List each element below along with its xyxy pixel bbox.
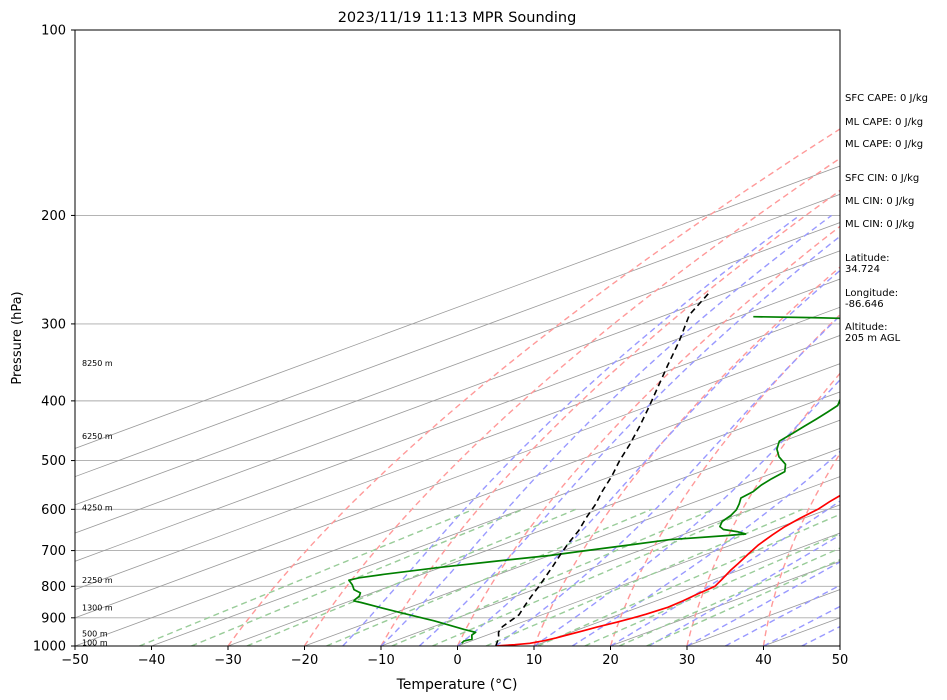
series-lines (348, 293, 840, 646)
sfc-cape-text: SFC CAPE: 0 J/kg (845, 93, 928, 104)
mixing-ratio-line (326, 508, 652, 646)
isotherm--50 (75, 363, 840, 646)
isotherm--60 (75, 335, 840, 619)
moist-adiabat (571, 450, 840, 646)
x-tick-label: −50 (61, 653, 88, 668)
mixing-ratio-line (584, 532, 840, 646)
dry-adiabat (609, 313, 840, 646)
mixing-ratio-line (246, 508, 577, 646)
y-tick-label: 100 (41, 24, 66, 39)
temperature-line (495, 494, 840, 646)
y-axis-ticks: 100 200 300 400 500 600 700 800 900 1000 (33, 24, 75, 655)
stats-panel: SFC CAPE: 0 J/kg ML CAPE: 0 J/kg ML CAPE… (845, 0, 945, 700)
y-tick-label: 800 (41, 580, 66, 595)
mixing-ratio-line (191, 508, 524, 646)
y-tick-label: 600 (41, 503, 66, 518)
height-label: 100 m (82, 638, 108, 647)
x-tick-label: 30 (679, 653, 696, 668)
dry-adiabat (762, 452, 840, 646)
x-tick-label: −10 (367, 653, 394, 668)
x-tick-label: 50 (832, 653, 849, 668)
mixing-ratio-line (537, 513, 840, 646)
moist-adiabat (610, 500, 840, 646)
isotherm--90 (75, 250, 840, 534)
mixing-ratio-line (646, 558, 840, 646)
altitude-text: Altitude: 205 m AGL (845, 322, 901, 344)
x-tick-label: 40 (755, 653, 772, 668)
background-lines (75, 30, 840, 646)
sfc-cin-text: SFC CIN: 0 J/kg (845, 173, 920, 184)
isotherm--100 (75, 222, 840, 506)
plot-background (75, 30, 840, 646)
moist-adiabat (380, 214, 833, 646)
x-axis-label: Temperature (°C) (396, 677, 518, 693)
height-label: 500 m (82, 630, 108, 639)
y-tick-label: 400 (41, 394, 66, 409)
ml-cin-text-2: ML CIN: 0 J/kg (845, 219, 915, 230)
y-tick-label: 300 (41, 317, 66, 332)
longitude-text: Longitude: -86.646 (845, 288, 899, 310)
isotherm--30 (227, 419, 840, 646)
height-label: 1300 m (82, 604, 113, 613)
y-tick-label: 500 (41, 454, 66, 469)
x-tick-label: 0 (453, 653, 461, 668)
isotherm--110 (75, 193, 840, 478)
height-label: 4250 m (82, 504, 113, 513)
mixing-ratio-line (619, 547, 840, 646)
dry-adiabat (533, 266, 840, 646)
dry-adiabat (303, 157, 840, 646)
x-tick-label: 20 (602, 653, 619, 668)
isotherm--10 (380, 476, 840, 646)
y-tick-label: 700 (41, 544, 66, 559)
y-tick-label: 900 (41, 611, 66, 626)
x-axis-ticks: −50 −40 −30 −20 −10 0 10 20 30 40 50 (61, 646, 848, 668)
parcel-line (495, 293, 709, 646)
x-tick-label: −30 (214, 653, 241, 668)
ml-cape-text-2: ML CAPE: 0 J/kg (845, 139, 924, 150)
x-tick-label: −40 (138, 653, 165, 668)
dry-adiabat (227, 128, 840, 646)
moist-adiabat (763, 605, 840, 646)
isotherm--20 (304, 447, 840, 646)
mixing-ratio-line (432, 508, 753, 646)
moist-adiabat (724, 584, 840, 646)
dry-adiabat (456, 225, 840, 646)
ml-cape-text: ML CAPE: 0 J/kg (845, 117, 924, 128)
height-label: 8250 m (82, 359, 113, 368)
height-label: 2250 m (82, 576, 113, 585)
y-tick-label: 1000 (33, 640, 66, 655)
moist-adiabat (495, 314, 840, 646)
moist-adiabat (457, 269, 840, 646)
isotherm-10 (533, 532, 840, 646)
isotherm--70 (75, 306, 840, 590)
y-tick-label: 200 (41, 209, 66, 224)
moist-adiabat (418, 235, 840, 646)
dry-adiabat (686, 372, 840, 646)
mixing-ratio-line (485, 508, 803, 646)
y-axis-label: Pressure (hPa) (10, 291, 25, 384)
moist-adiabat (533, 378, 840, 646)
x-tick-label: 10 (526, 653, 543, 668)
x-tick-label: −20 (291, 653, 318, 668)
chart-title: 2023/11/19 11:13 MPR Sounding (338, 10, 577, 26)
height-label: 6250 m (82, 432, 113, 441)
mixing-ratio-line (391, 508, 714, 646)
isotherm-0 (457, 504, 840, 646)
dewpoint-line (348, 315, 840, 644)
latitude-text: Latitude: 34.724 (845, 253, 890, 275)
isotherm--120 (75, 165, 840, 449)
ml-cin-text: ML CIN: 0 J/kg (845, 196, 915, 207)
isotherm--40 (151, 391, 840, 646)
dry-adiabat (380, 189, 840, 646)
